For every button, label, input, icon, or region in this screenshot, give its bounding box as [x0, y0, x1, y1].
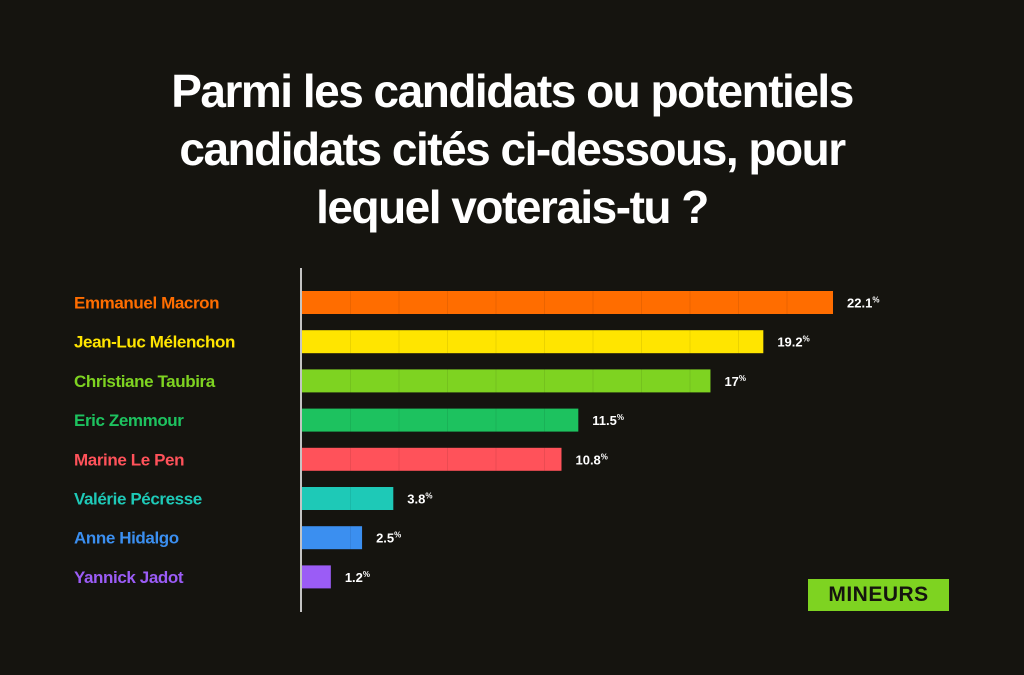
category-label: Yannick Jadot — [74, 568, 184, 587]
bar — [302, 447, 562, 471]
value-label: 3.8% — [407, 492, 432, 507]
value-label: 22.1% — [847, 296, 879, 311]
value-label: 2.5% — [376, 531, 401, 546]
value-label: 11.5% — [592, 413, 624, 428]
chart-title-line-1: Parmi les candidats ou potentiels — [171, 65, 854, 117]
chart-title: Parmi les candidats ou potentiels candid… — [0, 62, 1024, 236]
value-label: 17% — [724, 374, 746, 389]
value-label: 19.2% — [777, 335, 809, 350]
category-label: Jean-Luc Mélenchon — [74, 333, 235, 352]
mineurs-logo: MINEURS — [808, 579, 949, 611]
category-label: Eric Zemmour — [74, 411, 184, 430]
category-label: Valérie Pécresse — [74, 490, 202, 509]
bar — [302, 330, 764, 354]
bar — [302, 369, 711, 393]
value-label: 1.2% — [345, 570, 370, 585]
bar — [302, 487, 394, 510]
value-label: 10.8% — [575, 452, 607, 467]
bar — [302, 408, 579, 432]
category-label: Marine Le Pen — [74, 450, 184, 469]
chart-title-line-3: lequel voterais-tu ? — [316, 181, 709, 233]
category-label: Emmanuel Macron — [74, 294, 219, 313]
category-label: Anne Hidalgo — [74, 529, 179, 548]
mineurs-logo-text: MINEURS — [828, 583, 929, 606]
category-label: Christiane Taubira — [74, 372, 216, 391]
bar — [302, 565, 331, 589]
chart-title-line-2: candidats cités ci-dessous, pour — [179, 123, 846, 175]
bar — [302, 526, 363, 550]
bar — [302, 291, 833, 314]
